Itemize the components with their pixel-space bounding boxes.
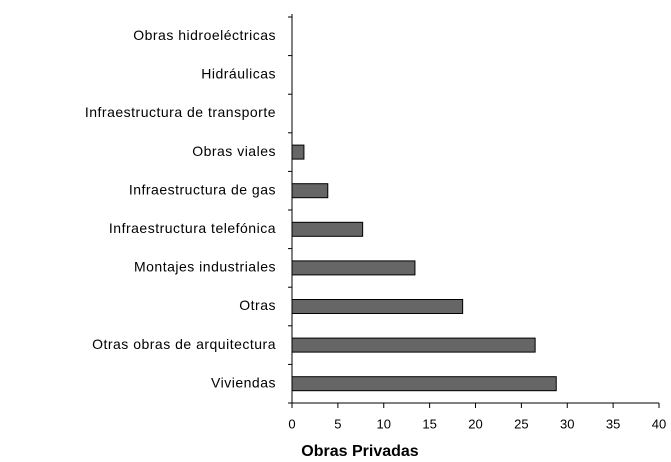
bar [291, 337, 536, 353]
y-tick-label: Hidráulicas [201, 66, 276, 82]
bar [291, 144, 305, 160]
x-tick-label: 15 [422, 416, 436, 431]
x-tick-label: 10 [377, 416, 391, 431]
bar [291, 260, 416, 276]
y-tick-label: Viviendas [211, 374, 276, 390]
y-tick-label: Infraestructura de gas [129, 181, 276, 197]
y-tick-label: Infraestructura de transporte [85, 104, 276, 120]
bar [291, 376, 557, 392]
y-tick-label: Montajes industriales [134, 259, 276, 275]
y-tick-label: Infraestructura telefónica [109, 220, 276, 236]
bar [291, 299, 464, 314]
x-tick-label: 5 [334, 416, 341, 431]
y-tick-label: Otras obras de arquitectura [92, 336, 276, 352]
y-tick-label: Obras viales [192, 143, 276, 159]
x-tick-label: 20 [468, 416, 482, 431]
y-tick-label: Otras [239, 297, 276, 313]
bar [291, 221, 364, 237]
y-tick-label: Obras hidroeléctricas [133, 27, 276, 43]
x-tick-label: 35 [606, 416, 620, 431]
x-tick-label: 30 [560, 416, 574, 431]
bar [291, 183, 329, 199]
x-tick-label: 0 [288, 416, 295, 431]
x-tick-label: 40 [652, 416, 666, 431]
x-tick-label: 25 [514, 416, 528, 431]
x-axis-title: Obras Privadas [301, 443, 419, 460]
